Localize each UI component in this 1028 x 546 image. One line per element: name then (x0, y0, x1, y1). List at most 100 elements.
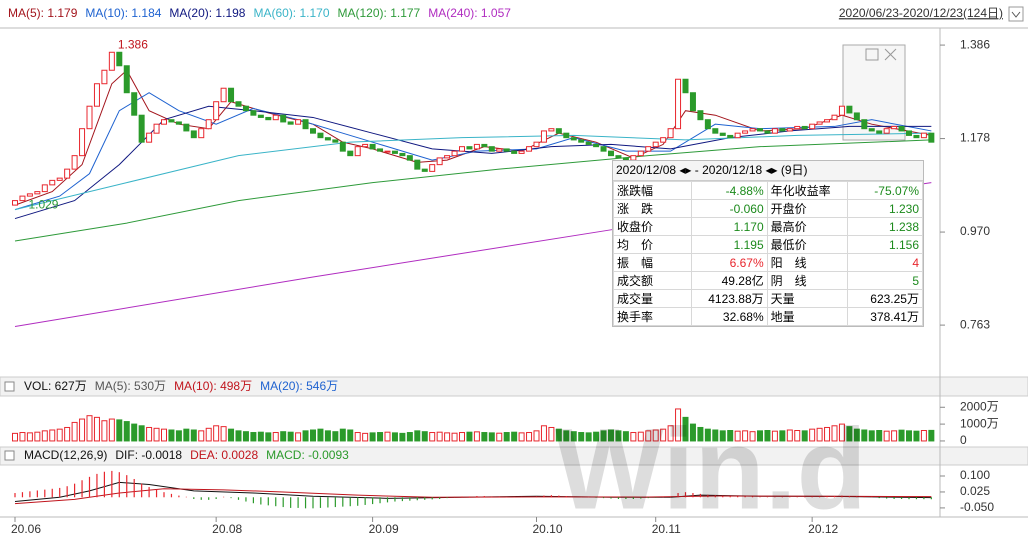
candle (295, 119, 302, 125)
restore-icon[interactable] (865, 48, 879, 61)
candle (675, 78, 682, 130)
volume-bar (362, 432, 369, 442)
volume-bar (816, 427, 823, 442)
volume-bar (689, 423, 696, 442)
y-tick-label: 1.386 (960, 37, 990, 51)
volume-bar (399, 432, 406, 442)
info-label: 开盘价 (766, 199, 849, 218)
volume-bar (414, 430, 421, 442)
volume-bar (608, 429, 614, 442)
candle (719, 132, 726, 136)
volume-bar (473, 431, 480, 442)
info-value: 49.28亿 (691, 271, 768, 290)
volume-bar (332, 431, 339, 442)
volume-bar (533, 430, 540, 442)
legend-item: DIF: -0.0018 (115, 448, 182, 462)
candle (101, 69, 108, 85)
candle (287, 121, 294, 125)
candle (824, 119, 831, 123)
volume-bar (12, 432, 18, 442)
info-value: 5 (847, 271, 923, 290)
volume-bar (86, 415, 93, 442)
candle (71, 155, 78, 170)
volume-bar (34, 431, 41, 442)
candle (570, 137, 577, 141)
candle (332, 139, 339, 143)
volume-bar (771, 430, 778, 442)
candle (41, 184, 48, 193)
dropdown[interactable] (1008, 6, 1024, 22)
volume-bar (108, 418, 115, 442)
candle (749, 128, 756, 132)
volume-bar (734, 430, 741, 442)
close-icon[interactable] (884, 48, 897, 61)
legend: VOL: 627万 MA(5): 530万 MA(10): 498万 MA(20): … (24, 379, 338, 393)
volume-bar (883, 430, 890, 442)
candle (12, 200, 18, 206)
volume-bar (660, 428, 667, 442)
info-label: 年化收益率 (766, 181, 849, 200)
info-label: 阴 线 (766, 271, 849, 290)
candle (697, 110, 704, 121)
legend-item: MA(10): 498万 (174, 379, 252, 393)
info-label: 最高价 (766, 217, 849, 236)
volume-bar (146, 426, 153, 442)
volume-bar (511, 431, 518, 442)
volume-bar (682, 416, 689, 442)
legend-item: DEA: 0.0028 (190, 448, 258, 462)
volume-bar (622, 431, 629, 442)
volume-bar (369, 432, 376, 442)
volume-bar (287, 431, 294, 442)
volume-bar (593, 431, 600, 442)
candle (362, 143, 369, 148)
info-value: 623.25万 (847, 289, 923, 308)
candle (503, 148, 510, 152)
candle (615, 155, 622, 159)
vol-icon[interactable] (4, 381, 15, 392)
candle (86, 105, 93, 130)
volume-bar (451, 432, 458, 442)
macd-icon[interactable] (4, 450, 15, 461)
date-range[interactable]: 2020/06/23-2020/12/23(124日) (839, 6, 1003, 20)
candle (138, 114, 145, 143)
x-tick-label: 20.11 (652, 522, 681, 536)
info-value: -4.88% (691, 181, 768, 200)
volume-bar (876, 430, 883, 442)
candle (734, 132, 741, 139)
volume-bar (526, 432, 533, 442)
legend-item: MA(60): 1.170 (253, 6, 329, 20)
legend-item: MA(20): 546万 (260, 379, 338, 393)
candle (712, 128, 719, 134)
candle (198, 128, 205, 139)
info-table: 涨跌幅 -4.88% 年化收益率 -75.07% 涨 跌 -0.060 开盘价 1.230 收盘… (612, 181, 923, 326)
legend-item: MA(120): 1.177 (338, 6, 421, 20)
volume-bar (570, 431, 577, 442)
volume-bar (295, 432, 302, 442)
volume-bar (250, 432, 257, 442)
candle (421, 168, 428, 172)
volume-bar (116, 419, 123, 442)
volume-bar (548, 426, 555, 442)
volume-bar (436, 431, 443, 442)
volume-bar (242, 431, 249, 442)
x-tick-label: 20.12 (808, 522, 838, 536)
candle (913, 134, 920, 139)
volume-bar (138, 425, 145, 442)
candle (34, 191, 41, 195)
candle (511, 150, 518, 154)
legend-item: MA(5): 1.179 (8, 6, 78, 20)
info-label: 换手率 (612, 307, 693, 326)
candle (742, 130, 749, 134)
volume-bar (637, 431, 644, 442)
days: (9日) (780, 163, 808, 177)
volume-bar (786, 429, 793, 442)
candle (816, 121, 823, 125)
end-date: 2020/12/18 (702, 163, 763, 177)
candle (488, 146, 495, 152)
volume-bar (757, 430, 763, 442)
info-label: 振 幅 (612, 253, 693, 272)
candle (153, 123, 160, 134)
volume-bar (555, 428, 562, 442)
candle (399, 152, 406, 157)
y-tick-label: 0.970 (960, 224, 990, 238)
